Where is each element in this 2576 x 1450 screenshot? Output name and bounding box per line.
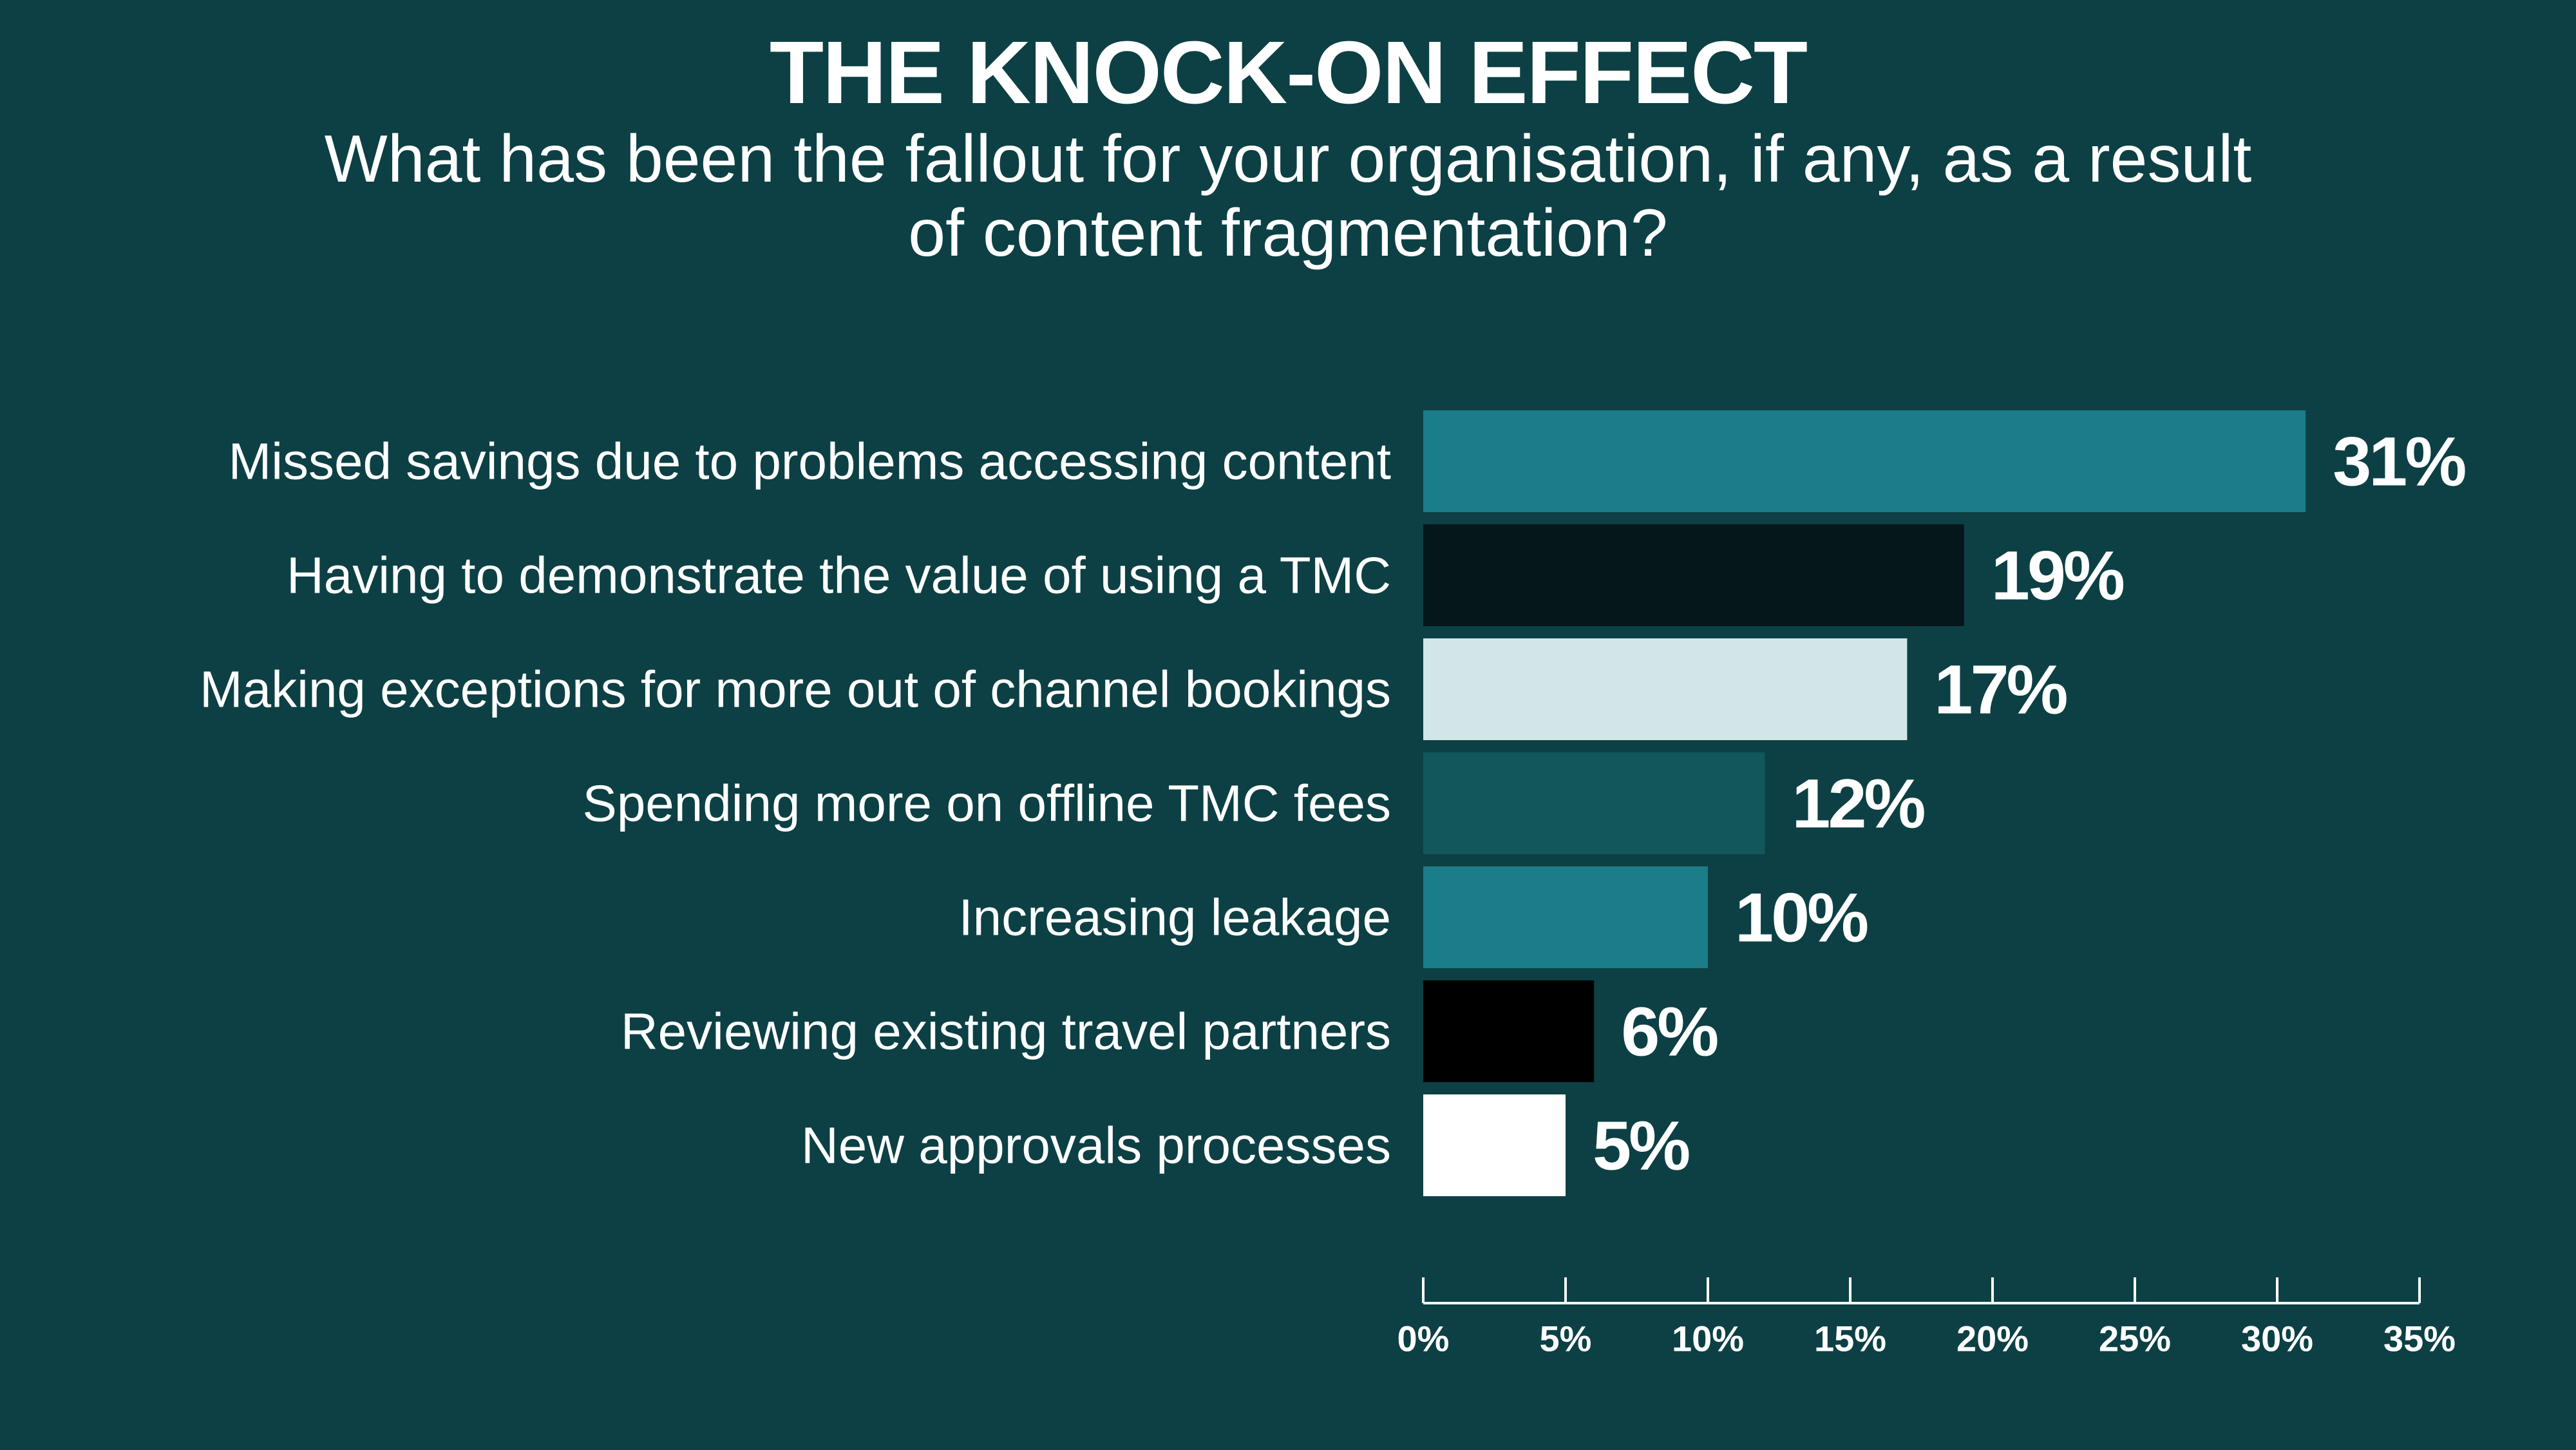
data-label: 6% [1621, 993, 1718, 1071]
x-tick-label: 25% [2099, 1319, 2171, 1359]
bars-layer: Missed savings due to problems accessing… [200, 410, 2468, 1196]
data-label: 10% [1735, 879, 1868, 957]
category-label: Increasing leakage [958, 889, 1391, 946]
data-label: 12% [1792, 765, 1924, 843]
bar [1423, 638, 1908, 740]
data-label: 31% [2333, 423, 2465, 501]
category-label: New approvals processes [801, 1117, 1391, 1174]
category-label: Spending more on offline TMC fees [582, 775, 1391, 832]
x-tick-label: 30% [2241, 1319, 2313, 1359]
bar [1423, 980, 1595, 1082]
x-tick-label: 0% [1397, 1319, 1450, 1359]
x-axis: 0% 5% 10% 15% 20% 25% 30% 35% [1397, 1277, 2456, 1359]
data-label: 19% [1991, 537, 2124, 615]
category-label: Having to demonstrate the value of using… [287, 547, 1391, 604]
x-tick-label: 10% [1672, 1319, 1744, 1359]
data-label: 17% [1934, 651, 2067, 729]
bar [1423, 1094, 1566, 1196]
category-label: Making exceptions for more out of channe… [200, 661, 1391, 718]
category-label: Reviewing existing travel partners [621, 1003, 1391, 1060]
data-label: 5% [1593, 1107, 1689, 1185]
bar [1423, 866, 1708, 968]
chart-subtitle: What has been the fallout for your organ… [324, 122, 2252, 271]
x-tick-label: 5% [1540, 1319, 1592, 1359]
bar [1423, 410, 2306, 512]
bar [1423, 524, 1964, 626]
x-tick-label: 15% [1814, 1319, 1886, 1359]
x-tick-label: 35% [2383, 1319, 2456, 1359]
chart-title: THE KNOCK-ON EFFECT [769, 23, 1808, 122]
bar [1423, 752, 1765, 854]
category-label: Missed savings due to problems accessing… [229, 433, 1391, 490]
x-tick-label: 20% [1956, 1319, 2029, 1359]
